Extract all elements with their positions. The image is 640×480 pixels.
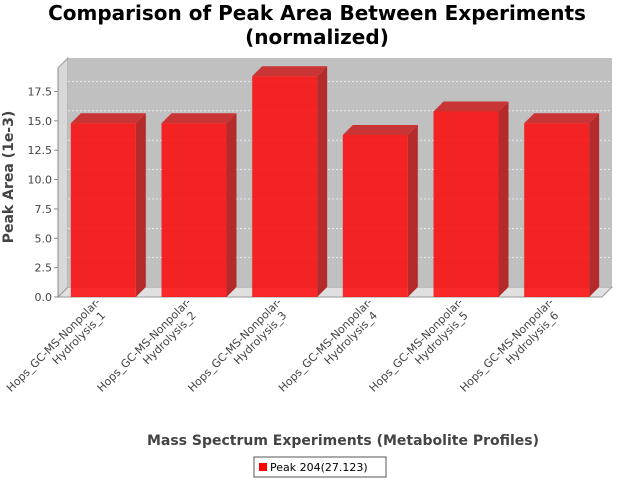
y-tick-label: 2.5 [35,262,53,275]
x-tick-label: Hops_GC-MS-Nonpolar-Hydrolysis_6 [457,296,561,395]
bar-front [70,123,136,297]
y-tick-label: 17.5 [28,85,53,98]
bar-top [161,113,237,124]
chart-subtitle: (normalized) [245,25,389,49]
y-tick-label: 0.0 [35,291,53,304]
plot-area [56,56,614,299]
bar-side [589,113,600,297]
bar [524,113,600,297]
bar [342,124,418,297]
bar [70,113,146,297]
grid-lines [68,81,612,258]
bar-front [161,123,227,297]
bar-top [524,113,600,124]
bar-top [70,113,146,124]
plot-background [68,58,612,287]
bar-front [342,134,408,297]
bar [252,66,328,297]
bar-side [317,66,328,297]
bar [161,113,237,297]
x-tick-label-line: Hops_GC-MS-Nonpolar- [185,296,284,395]
x-tick-label-line: Hops_GC-MS-Nonpolar- [367,296,466,395]
plot-side-wall [57,56,69,299]
y-tick-label: 7.5 [35,203,53,216]
bar-side [135,113,146,297]
bar-top [252,66,328,77]
bar-side [498,101,509,297]
y-tick-label: 15.0 [28,115,53,128]
bar-front [252,76,318,297]
x-tick-label-line: Hops_GC-MS-Nonpolar- [95,296,194,395]
bar-front [433,111,499,297]
x-tick-label-line: Hops_GC-MS-Nonpolar- [276,296,375,395]
bar [433,101,509,297]
legend-swatch [259,463,267,471]
bar-side [407,124,418,297]
y-axis-ticks: 0.0 2.5 5.0 7.5 10.0 12.5 15.0 17.5 [28,68,59,304]
legend-label: Peak 204(27.123) [270,461,368,474]
bar-front [524,123,590,297]
x-axis-title: Mass Spectrum Experiments (Metabolite Pr… [147,433,539,449]
y-tick-label: 5.0 [35,232,53,245]
bar-side [226,113,237,297]
x-tick-label-line: Hops_GC-MS-Nonpolar- [4,296,103,395]
legend: Peak 204(27.123) [253,456,387,478]
chart-title: Comparison of Peak Area Between Experime… [48,1,586,25]
bars [70,66,600,297]
y-tick-label: 12.5 [28,144,53,157]
bar-top [342,124,418,135]
x-axis-labels: Hops_GC-MS-Nonpolar-Hydrolysis_1Hops_GC-… [4,296,561,395]
bar-top [433,101,509,112]
y-tick-label: 10.0 [28,174,53,187]
x-tick-label-line: Hops_GC-MS-Nonpolar- [457,296,556,395]
y-axis-title: Peak Area (1e-3) [1,111,17,244]
legend-box [253,456,387,478]
